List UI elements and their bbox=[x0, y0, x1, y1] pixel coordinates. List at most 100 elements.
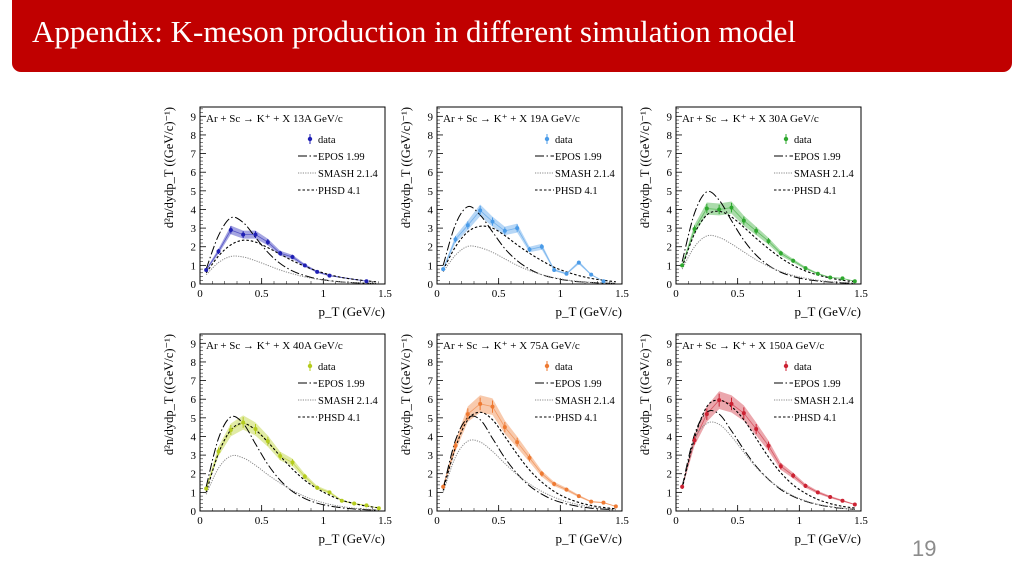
y-axis-label: d²n/dydp_T ((GeV/c)⁻¹) bbox=[162, 107, 176, 228]
legend: data EPOS 1.99 SMASH 2.1.4 PHSD 4.1 bbox=[298, 134, 379, 197]
data-point bbox=[704, 206, 709, 211]
y-tick-label: 6 bbox=[667, 167, 673, 179]
chart-75a: 0 1 2 3 4 5 6 7 8 9 0 0.5 1 1.5 p_T (GeV/c) d²n/dydp_T … bbox=[399, 333, 629, 546]
legend-label: PHSD 4.1 bbox=[555, 413, 598, 424]
y-tick-label: 9 bbox=[191, 111, 197, 123]
x-tick-label: 0 bbox=[673, 288, 679, 300]
chart-13a: 0 1 2 3 4 5 6 7 8 9 0 0.5 1 1.5 p_T (GeV/c) d²n/dydp_T … bbox=[162, 106, 392, 319]
model-curve-smash bbox=[205, 255, 379, 284]
x-tick-label: 0.5 bbox=[492, 288, 506, 300]
legend-label: PHSD 4.1 bbox=[318, 413, 361, 424]
data-point bbox=[228, 227, 233, 232]
y-axis-label: d²n/dydp_T ((GeV/c)⁻¹) bbox=[399, 107, 413, 228]
legend: data EPOS 1.99 SMASH 2.1.4 PHSD 4.1 bbox=[298, 361, 379, 424]
legend-data-marker-point bbox=[783, 136, 789, 142]
y-tick-label: 9 bbox=[667, 111, 673, 123]
y-tick-label: 1 bbox=[191, 487, 197, 499]
y-tick-label: 9 bbox=[428, 111, 434, 123]
legend-label: SMASH 2.1.4 bbox=[318, 396, 379, 407]
data-line bbox=[205, 229, 367, 282]
legend-data-marker-point bbox=[307, 363, 313, 369]
x-tick-label: 1.5 bbox=[854, 288, 868, 300]
legend: data EPOS 1.99 SMASH 2.1.4 PHSD 4.1 bbox=[535, 361, 616, 424]
data-point bbox=[791, 258, 796, 263]
legend-label: EPOS 1.99 bbox=[555, 379, 602, 390]
model-curve-epos bbox=[442, 415, 616, 511]
data-point bbox=[441, 267, 446, 272]
y-axis-label: d²n/dydp_T ((GeV/c)⁻¹) bbox=[638, 334, 652, 455]
data-point bbox=[815, 490, 820, 495]
data-point bbox=[515, 226, 520, 231]
y-tick-label: 1 bbox=[428, 487, 434, 499]
y-tick-label: 0 bbox=[191, 279, 197, 291]
data-point bbox=[828, 275, 833, 280]
x-tick-label: 0.5 bbox=[255, 288, 269, 300]
plot-frame bbox=[199, 333, 386, 512]
x-tick-label: 0 bbox=[434, 515, 440, 527]
model-curve-smash bbox=[681, 234, 855, 284]
x-tick-label: 0.5 bbox=[731, 515, 745, 527]
y-tick-label: 4 bbox=[191, 204, 197, 216]
data-point bbox=[692, 438, 697, 443]
x-tick-label: 1 bbox=[797, 288, 803, 300]
data-point bbox=[840, 498, 845, 503]
data-point bbox=[803, 483, 808, 488]
model-curve-phsd bbox=[442, 225, 616, 283]
plot-frame bbox=[436, 333, 623, 512]
data-point bbox=[364, 279, 369, 284]
data-point bbox=[589, 272, 594, 277]
y-tick-label: 4 bbox=[428, 204, 434, 216]
plot-frame bbox=[199, 106, 386, 285]
data-point bbox=[704, 412, 709, 417]
x-tick-label: 1 bbox=[558, 288, 564, 300]
data-point bbox=[327, 490, 332, 495]
model-curve-phsd bbox=[681, 399, 855, 509]
data-point bbox=[852, 279, 857, 284]
y-tick-label: 2 bbox=[428, 469, 434, 481]
y-tick-label: 7 bbox=[191, 149, 197, 161]
systematic-band bbox=[206, 225, 367, 282]
model-curve-phsd bbox=[205, 239, 379, 283]
data-point bbox=[253, 232, 258, 237]
data-point bbox=[552, 481, 557, 486]
data-point bbox=[241, 420, 246, 425]
y-tick-label: 3 bbox=[667, 223, 673, 235]
data-point bbox=[840, 276, 845, 281]
chart-panel-13a: 0 1 2 3 4 5 6 7 8 9 0 0.5 1 1.5 p_T (GeV/c) d²n/dydp_T … bbox=[160, 99, 400, 324]
legend-label: PHSD 4.1 bbox=[794, 186, 837, 197]
legend-label: PHSD 4.1 bbox=[794, 413, 837, 424]
legend-label: SMASH 2.1.4 bbox=[794, 396, 855, 407]
data-point bbox=[216, 449, 221, 454]
y-tick-label: 7 bbox=[191, 376, 197, 388]
data-point bbox=[502, 425, 507, 430]
data-point bbox=[680, 484, 685, 489]
x-tick-label: 1 bbox=[558, 515, 564, 527]
chart-30a: 0 1 2 3 4 5 6 7 8 9 0 0.5 1 1.5 p_T (GeV/c) d²n/dydp_T … bbox=[638, 106, 868, 319]
model-curve-epos bbox=[205, 415, 379, 511]
x-tick-label: 0.5 bbox=[731, 288, 745, 300]
y-tick-label: 7 bbox=[428, 149, 434, 161]
chart-panel-75a: 0 1 2 3 4 5 6 7 8 9 0 0.5 1 1.5 p_T (GeV/c) d²n/dydp_T … bbox=[397, 326, 637, 551]
y-tick-label: 5 bbox=[191, 186, 197, 198]
data-point bbox=[778, 251, 783, 256]
model-curve-phsd bbox=[205, 422, 379, 509]
legend-label: EPOS 1.99 bbox=[794, 379, 841, 390]
legend-label-data: data bbox=[794, 362, 812, 373]
data-point bbox=[754, 427, 759, 432]
chart-panel-40a: 0 1 2 3 4 5 6 7 8 9 0 0.5 1 1.5 p_T (GeV/c) d²n/dydp_T … bbox=[160, 326, 400, 551]
data-point bbox=[680, 263, 685, 268]
data-group bbox=[442, 204, 604, 282]
x-tick-label: 1 bbox=[797, 515, 803, 527]
legend-label-data: data bbox=[555, 135, 573, 146]
data-point bbox=[741, 218, 746, 223]
legend-label: EPOS 1.99 bbox=[794, 152, 841, 163]
data-point bbox=[539, 244, 544, 249]
x-tick-label: 1.5 bbox=[854, 515, 868, 527]
y-tick-label: 5 bbox=[191, 413, 197, 425]
y-tick-label: 3 bbox=[191, 450, 197, 462]
legend-label: SMASH 2.1.4 bbox=[555, 169, 616, 180]
data-point bbox=[465, 223, 470, 228]
y-axis-label: d²n/dydp_T ((GeV/c)⁻¹) bbox=[162, 334, 176, 455]
y-tick-label: 4 bbox=[667, 204, 673, 216]
y-tick-label: 2 bbox=[667, 469, 673, 481]
